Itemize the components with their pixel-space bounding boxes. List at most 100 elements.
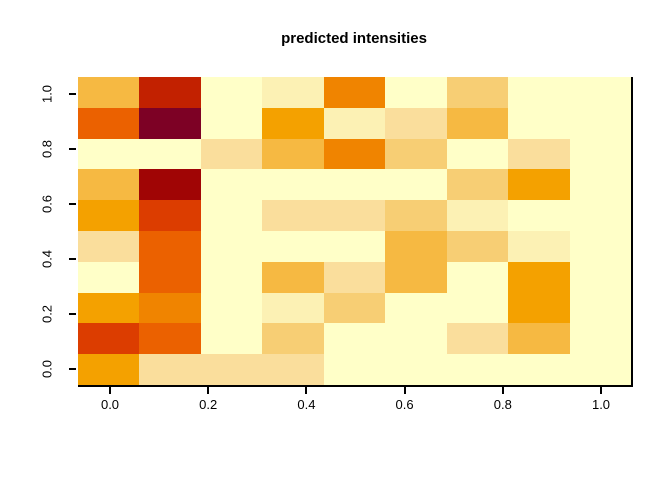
plot-title: predicted intensities [281, 30, 427, 47]
heatmap-cell-r10-c1 [78, 354, 140, 385]
heatmap-cell-r6-c1 [78, 230, 140, 262]
heatmap-cell-r10-c3 [200, 354, 263, 385]
x-tick-mark [403, 387, 406, 394]
heatmap-cell-r3-c4 [262, 138, 324, 170]
heatmap-cell-r1-c9 [569, 77, 631, 108]
heatmap-cell-r8-c9 [569, 292, 631, 324]
heatmap-cell-r4-c1 [78, 169, 140, 201]
heatmap-cell-r9-c3 [200, 323, 263, 355]
heatmap-cell-r8-c7 [446, 292, 509, 324]
heatmap-cell-r6-c2 [139, 230, 201, 262]
heatmap-cell-r8-c2 [139, 292, 201, 324]
heatmap-cell-r10-c8 [508, 354, 570, 385]
heatmap-cell-r5-c2 [139, 200, 201, 231]
heatmap-cell-r7-c6 [385, 261, 447, 293]
y-tick-label: 0.2 [39, 304, 55, 324]
heatmap-cell-r5-c3 [200, 200, 263, 231]
x-tick-label: 0.0 [100, 397, 120, 412]
y-tick-mark [69, 368, 76, 370]
heatmap-cell-r10-c9 [569, 354, 631, 385]
heatmap-cell-r6-c8 [508, 230, 570, 262]
heatmap-cell-r10-c5 [323, 354, 386, 385]
heatmap-cell-r8-c8 [508, 292, 570, 324]
heatmap-cell-r1-c3 [200, 77, 263, 108]
x-tick-label: 0.8 [493, 397, 512, 412]
heatmap-cell-r2-c4 [262, 107, 324, 139]
heatmap-cell-r7-c7 [446, 261, 509, 293]
heatmap-cell-r10-c6 [385, 354, 447, 385]
heatmap-cell-r2-c3 [200, 107, 263, 139]
x-tick-mark [109, 387, 111, 394]
heatmap-cell-r10-c2 [139, 354, 201, 385]
heatmap-cell-r9-c2 [139, 323, 201, 355]
x-tick-label: 0.2 [199, 397, 218, 412]
heatmap-cell-r6-c7 [446, 230, 509, 262]
heatmap-grid [78, 77, 631, 385]
heatmap-cell-r7-c8 [508, 261, 570, 293]
x-tick-mark [207, 387, 210, 394]
heatmap-cell-r2-c9 [569, 107, 631, 139]
y-tick-mark [69, 258, 76, 260]
x-tick-mark [600, 387, 602, 394]
y-tick-mark [69, 203, 76, 205]
heatmap-cell-r5-c5 [323, 200, 386, 231]
heatmap-cell-r2-c8 [508, 107, 570, 139]
heatmap-cell-r1-c8 [508, 77, 570, 108]
x-tick-mark [305, 387, 308, 394]
y-tick-label: 0.0 [39, 359, 55, 379]
heatmap-cell-r5-c8 [508, 200, 570, 231]
heatmap-cell-r3-c6 [385, 138, 447, 170]
heatmap-cell-r5-c1 [78, 200, 140, 231]
heatmap-cell-r3-c5 [323, 138, 386, 170]
x-tick-mark [501, 387, 504, 394]
heatmap-cell-r7-c1 [78, 261, 140, 293]
heatmap-cell-r10-c7 [446, 354, 509, 385]
heatmap-cell-r8-c5 [323, 292, 386, 324]
heatmap-cell-r3-c2 [139, 138, 201, 170]
heatmap-cell-r3-c1 [78, 138, 140, 170]
heatmap-cell-r7-c4 [262, 261, 324, 293]
y-tick-mark [69, 313, 76, 315]
heatmap-cell-r5-c6 [385, 200, 447, 231]
y-tick-mark [69, 148, 76, 150]
heatmap-cell-r4-c2 [139, 169, 201, 201]
y-tick-mark [69, 93, 76, 95]
heatmap-cell-r6-c6 [385, 230, 447, 262]
y-tick-label: 1.0 [39, 84, 55, 104]
heatmap-cell-r4-c8 [508, 169, 570, 201]
heatmap-cell-r7-c9 [569, 261, 631, 293]
heatmap-cell-r6-c9 [569, 230, 631, 262]
heatmap-cell-r9-c9 [569, 323, 631, 355]
heatmap-cell-r1-c1 [78, 77, 140, 108]
heatmap-cell-r9-c5 [323, 323, 386, 355]
heatmap-cell-r2-c1 [78, 107, 140, 139]
heatmap-cell-r1-c6 [385, 77, 447, 108]
heatmap-cell-r6-c3 [200, 230, 263, 262]
heatmap-cell-r4-c7 [446, 169, 509, 201]
heatmap-cell-r4-c4 [262, 169, 324, 201]
heatmap-cell-r4-c3 [200, 169, 263, 201]
y-tick-label: 0.8 [39, 139, 55, 159]
heatmap-cell-r8-c3 [200, 292, 263, 324]
heatmap-cell-r9-c6 [385, 323, 447, 355]
heatmap-cell-r2-c5 [323, 107, 386, 139]
heatmap-cell-r4-c5 [323, 169, 386, 201]
heatmap-cell-r6-c4 [262, 230, 324, 262]
heatmap-cell-r7-c5 [323, 261, 386, 293]
y-tick-label: 0.6 [39, 194, 55, 214]
heatmap-cell-r4-c6 [385, 169, 447, 201]
heatmap-cell-r1-c7 [446, 77, 509, 108]
heatmap-cell-r2-c7 [446, 107, 509, 139]
heatmap-cell-r1-c4 [262, 77, 324, 108]
heatmap-cell-r3-c3 [200, 138, 263, 170]
heatmap-cell-r5-c4 [262, 200, 324, 231]
heatmap-cell-r3-c8 [508, 138, 570, 170]
heatmap-cell-r9-c1 [78, 323, 140, 355]
heatmap-cell-r5-c7 [446, 200, 509, 231]
heatmap-cell-r7-c2 [139, 261, 201, 293]
heatmap-cell-r5-c9 [569, 200, 631, 231]
x-axis-line [78, 385, 633, 387]
heatmap-cell-r2-c2 [139, 107, 201, 139]
heatmap-cell-r3-c7 [446, 138, 509, 170]
heatmap-cell-r9-c8 [508, 323, 570, 355]
